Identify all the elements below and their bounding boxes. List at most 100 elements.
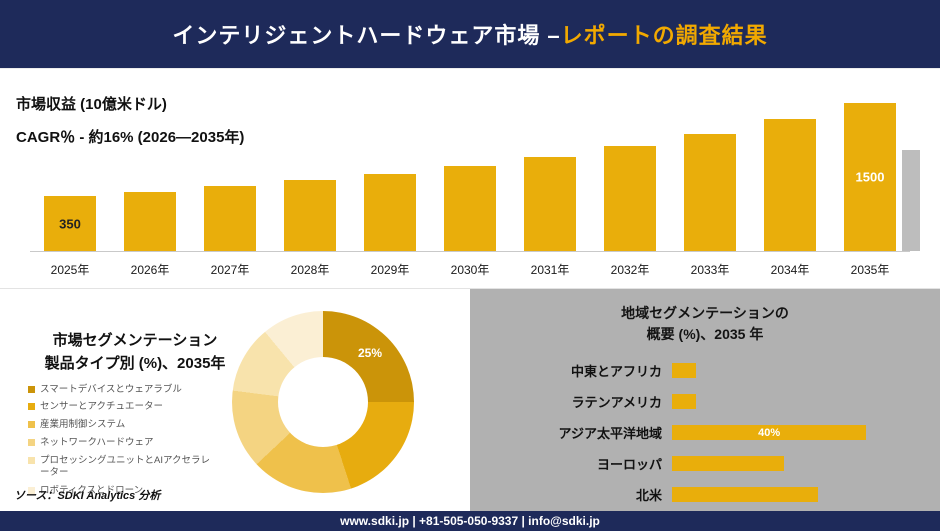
revenue-bar-column <box>270 180 350 251</box>
revenue-bar-column <box>190 186 270 251</box>
revenue-bar-column <box>110 192 190 251</box>
revenue-bar <box>684 134 736 251</box>
bottom-row: 市場セグメンテーション 製品タイプ別 (%)、2035年 スマートデバイスとウェ… <box>0 288 940 511</box>
revenue-bar-column: 1500 <box>830 103 920 251</box>
region-bar-value-label: 40% <box>758 426 781 439</box>
segmentation-legend: スマートデバイスとウェアラブル センサーとアクチュエーター 産業用制御システムネット… <box>28 384 218 497</box>
bar-value-label: 1500 <box>855 169 885 185</box>
legend-label: プロセッシングユニットとAIアクセラレーター <box>40 455 211 478</box>
legend-label: 産業用制御システム <box>40 419 126 431</box>
region-bar-track <box>672 487 876 502</box>
legend-item: センサーとアクチュエーター <box>28 401 218 413</box>
x-axis-year-label: 2028年 <box>290 263 330 277</box>
regional-title-line1: 地域セグメンテーションの <box>621 305 789 321</box>
x-axis-year-label: 2033年 <box>690 263 730 277</box>
region-label: 北米 <box>635 488 662 503</box>
x-axis-year-label: 2031年 <box>530 263 570 277</box>
regional-title-line2: 概要 (%)、2035 年 <box>646 326 764 342</box>
legend-item: スマートデバイスとウェアラブル <box>28 384 218 396</box>
revenue-bar-column <box>590 146 670 251</box>
region-bar <box>672 363 697 378</box>
regional-bar-chart: 中東とアフリカ ラテンアメリカアジア太平洋地域 40% ヨーロッパ北米 <box>470 355 940 510</box>
region-row: ラテンアメリカ <box>470 386 940 417</box>
regional-segmentation-panel: 地域セグメンテーションの 概要 (%)、2035 年 中東とアフリカ ラテンアメリ… <box>470 289 940 511</box>
source-note: ソース：SDKI Analytics 分析 <box>14 490 161 502</box>
revenue-chart-section: 市場収益 (10億米ドル) CAGR％ - 約16% (2026―2035年) … <box>0 68 940 288</box>
legend-swatch <box>28 403 35 411</box>
legend-label: ネットワークハードウェア <box>40 437 154 449</box>
regional-title: 地域セグメンテーションの 概要 (%)、2035 年 <box>470 303 940 345</box>
region-bar <box>672 456 784 471</box>
legend-swatch <box>28 385 35 393</box>
region-bar-track: 40% <box>672 425 876 440</box>
legend-item: ロボティクスとドローン <box>28 485 218 497</box>
x-axis-year-label: 2026年 <box>130 263 170 277</box>
region-bar-track <box>672 363 876 378</box>
region-row: 中東とアフリカ <box>470 355 940 386</box>
donut-slice-label: 25% <box>357 346 383 360</box>
segmentation-title-line1: 市場セグメンテーション <box>52 332 218 349</box>
segmentation-title: 市場セグメンテーション 製品タイプ別 (%)、2035年 <box>10 329 260 376</box>
revenue-x-axis: 2025年 2026年 2027年 2028年 2029年 2030年 2031年 2032年… <box>30 261 910 278</box>
legend-swatch <box>28 486 35 494</box>
bar-value-label: 350 <box>59 216 81 231</box>
page-title-accent: レポートの調査結果 <box>560 23 768 48</box>
x-axis-year-label: 2035年 <box>850 263 890 277</box>
legend-swatch <box>28 457 35 464</box>
x-axis-year-label: 2032年 <box>610 263 650 277</box>
region-row: ヨーロッパ <box>470 448 940 479</box>
header: インテリジェントハードウェア市場 –レポートの調査結果 <box>0 0 940 68</box>
segmentation-title-line2: 製品タイプ別 (%)、2035年 <box>44 355 226 373</box>
legend-swatch <box>28 439 35 447</box>
page-title-main: インテリジェントハードウェア市場 – <box>172 23 561 48</box>
x-axis-year-label: 2030年 <box>450 263 490 277</box>
revenue-bar-column <box>430 166 510 251</box>
footer: www.sdki.jp | +81-505-050-9337 | info@sd… <box>0 511 940 531</box>
region-bar-track <box>672 394 876 409</box>
legend-swatch <box>28 421 35 429</box>
region-bar: 40% <box>672 425 867 440</box>
x-axis-year-label: 2029年 <box>370 263 410 277</box>
revenue-bar <box>604 146 656 251</box>
revenue-bar <box>204 186 256 251</box>
revenue-bar <box>364 174 416 251</box>
x-axis-year-label: 2027年 <box>210 263 250 277</box>
legend-item: 産業用制御システム <box>28 419 218 431</box>
region-row: 北米 <box>470 479 940 510</box>
donut-hole <box>278 357 368 447</box>
revenue-bar <box>444 166 496 251</box>
x-axis-year-label: 2025年 <box>50 263 90 277</box>
region-bar-track <box>672 456 876 471</box>
revenue-bar <box>524 157 576 251</box>
region-label: 中東とアフリカ <box>570 364 662 379</box>
region-row: アジア太平洋地域 40% <box>470 417 940 448</box>
revenue-bar: 350 <box>44 196 96 251</box>
revenue-bar <box>764 119 816 251</box>
revenue-bar-column <box>750 119 830 251</box>
legend-item: ネットワークハードウェア <box>28 437 218 449</box>
x-axis-year-label: 2034年 <box>770 263 810 277</box>
product-segmentation-panel: 市場セグメンテーション 製品タイプ別 (%)、2035年 スマートデバイスとウェ… <box>0 289 470 511</box>
region-label: ラテンアメリカ <box>571 395 662 410</box>
legend-label: スマートデバイスとウェアラブル <box>40 383 182 395</box>
revenue-bar-column <box>670 134 750 251</box>
revenue-bar <box>284 180 336 251</box>
region-label: ヨーロッパ <box>596 457 662 472</box>
region-bar <box>672 394 697 409</box>
footer-contact: www.sdki.jp | +81-505-050-9337 | info@sd… <box>340 514 600 528</box>
revenue-bar: 1500 <box>844 103 920 251</box>
region-label: アジア太平洋地域 <box>558 426 662 441</box>
donut-chart: 25% <box>232 311 414 493</box>
revenue-bar-chart: 350 1500 <box>30 101 920 252</box>
page-title: インテリジェントハードウェア市場 –レポートの調査結果 <box>172 18 767 50</box>
legend-label: ロボティクスとドローン <box>40 484 144 496</box>
legend-label: センサーとアクチュエーター <box>40 401 164 413</box>
region-bar <box>672 487 818 502</box>
revenue-bar <box>124 192 176 251</box>
revenue-bar-column: 350 <box>30 196 110 251</box>
legend-item: プロセッシングユニットとAIアクセラレーター <box>28 455 218 479</box>
revenue-bar-column <box>350 174 430 251</box>
revenue-bar-column <box>510 157 590 251</box>
revenue-metric-label: 市場収益 (10億米ドル) <box>16 96 167 113</box>
